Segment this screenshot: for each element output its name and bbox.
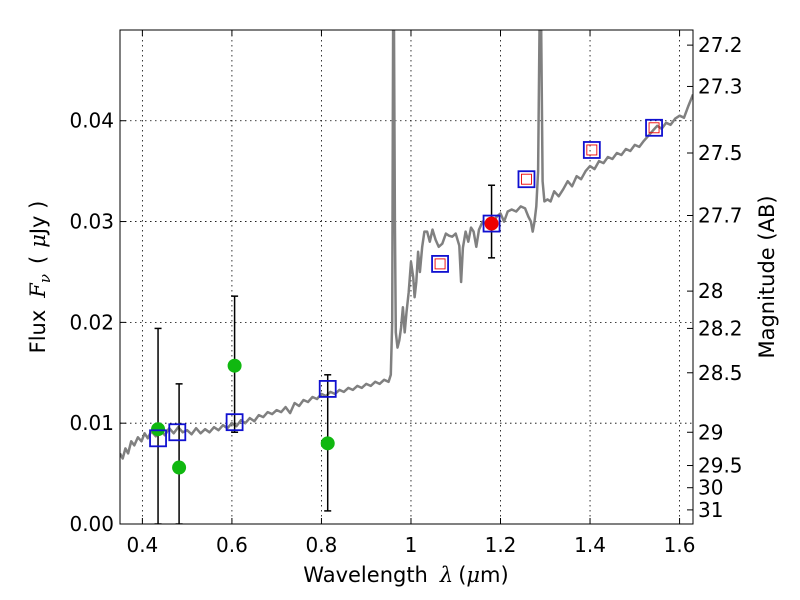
y-axis-unit-mu: μ bbox=[26, 234, 50, 248]
data-point-square bbox=[482, 214, 501, 233]
data-point-square bbox=[149, 429, 167, 448]
x-axis-title: Wavelength λ (μm) bbox=[303, 563, 508, 587]
data-point-circle bbox=[227, 358, 242, 373]
data-point-square bbox=[168, 423, 187, 442]
y-axis-symbol: F bbox=[26, 282, 50, 299]
data-point-circle bbox=[484, 216, 499, 231]
y-tick-label: 0.00 bbox=[69, 512, 114, 536]
x-axis-symbol: λ bbox=[439, 563, 453, 587]
data-point-circle bbox=[320, 436, 335, 451]
y2-tick-label: 31 bbox=[698, 498, 723, 522]
data-point-small-square bbox=[521, 173, 532, 185]
data-point-square bbox=[645, 118, 663, 137]
plot-area bbox=[120, 30, 693, 524]
y2-tick-label: 30 bbox=[698, 476, 723, 500]
data-point-circle bbox=[172, 460, 187, 475]
x-tick-label: 0.6 bbox=[216, 533, 248, 557]
data-point-small-square bbox=[586, 144, 598, 156]
x-tick-label: 0.4 bbox=[126, 533, 158, 557]
data-point-square bbox=[318, 380, 337, 398]
x-axis-unit-mu: μ bbox=[466, 563, 480, 587]
y2-tick-label: 27.2 bbox=[698, 33, 743, 57]
axes-ticks: 0.4 0.6 0.8 1 1.2 1.4 1.6 0.00 0.01 0.02 0.03 0.04 2… bbox=[69, 30, 743, 557]
y-axis-subscript: ν bbox=[36, 274, 54, 283]
data-point-square bbox=[517, 170, 536, 189]
y-axis-label: Flux bbox=[26, 310, 50, 354]
y-tick-label: 0.01 bbox=[69, 411, 114, 435]
plot-frame bbox=[119, 29, 694, 525]
y-tick-label: 0.04 bbox=[69, 109, 114, 133]
x-axis-label: Wavelength bbox=[303, 563, 428, 587]
y2-tick-label: 28 bbox=[698, 279, 723, 303]
x-tick-label: 1.4 bbox=[574, 533, 606, 557]
data-point-small-square bbox=[648, 122, 660, 134]
y-axis-unit-open: ( bbox=[26, 256, 50, 264]
y2-axis-title: Magnitude (AB) bbox=[755, 195, 779, 358]
y-axis-unit-rest: Jy ) bbox=[26, 201, 50, 237]
y-axis-title: Flux Fν ( μJy ) bbox=[26, 201, 54, 354]
x-tick-label: 0.8 bbox=[306, 533, 338, 557]
y2-tick-label: 28.5 bbox=[698, 361, 743, 385]
spectrum-line bbox=[120, 30, 693, 460]
data-point-square bbox=[582, 141, 601, 159]
x-axis-unit-rest: m) bbox=[480, 563, 509, 587]
x-tick-label: 1.2 bbox=[485, 533, 517, 557]
y2-tick-label: 27.5 bbox=[698, 141, 743, 165]
y2-tick-label: 27.7 bbox=[698, 204, 743, 228]
y2-tick-label: 29.5 bbox=[698, 454, 743, 478]
data-point-circle bbox=[151, 422, 166, 437]
data-point-square bbox=[431, 254, 449, 273]
x-tick-label: 1 bbox=[405, 533, 418, 557]
data-point-square bbox=[225, 413, 244, 432]
x-axis-unit-open: ( bbox=[458, 563, 466, 587]
data-point-small-square bbox=[434, 258, 446, 270]
y2-tick-label: 27.3 bbox=[698, 74, 743, 98]
y-tick-label: 0.02 bbox=[69, 310, 114, 334]
y2-tick-label: 29 bbox=[698, 420, 723, 444]
y2-tick-label: 28.2 bbox=[698, 316, 743, 340]
y-tick-label: 0.03 bbox=[69, 210, 114, 234]
x-tick-label: 1.6 bbox=[664, 533, 696, 557]
